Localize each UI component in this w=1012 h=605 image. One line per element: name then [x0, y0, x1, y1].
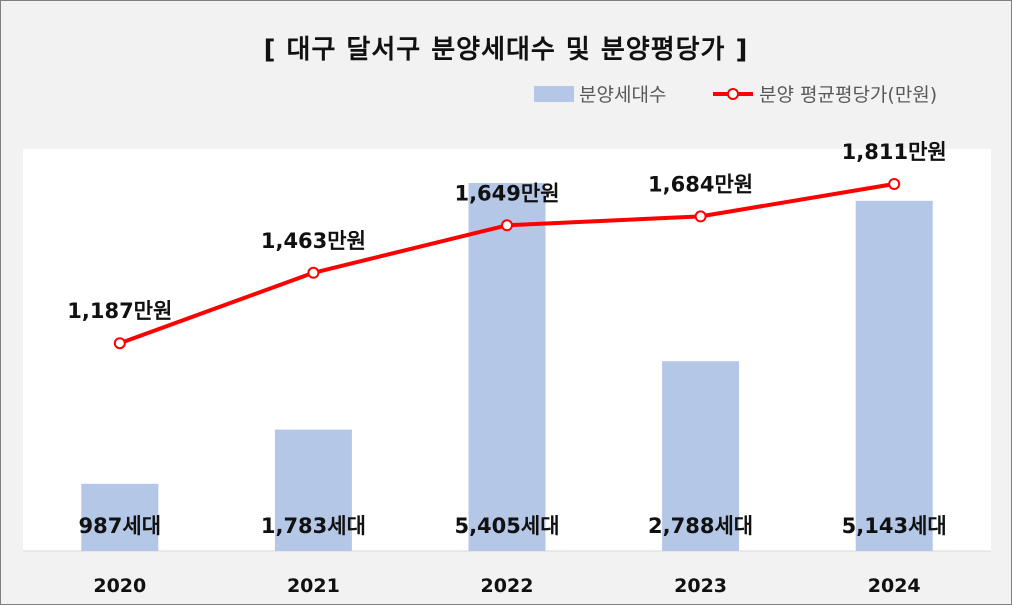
- legend-bar-label: 분양세대수: [579, 84, 666, 106]
- price-label-2024: 1,811만원: [842, 140, 947, 164]
- price-label-2022: 1,649만원: [454, 181, 559, 205]
- price-point-2021: [308, 268, 318, 278]
- price-point-2023: [696, 211, 706, 221]
- bar-label-2021: 1,783세대: [261, 514, 366, 538]
- x-tick-2023: 2023: [674, 575, 727, 597]
- price-label-2021: 1,463만원: [261, 229, 366, 253]
- bar-2024: [856, 201, 933, 551]
- x-tick-2022: 2022: [481, 575, 534, 597]
- bar-label-2024: 5,143세대: [842, 514, 947, 538]
- price-label-2023: 1,684만원: [648, 172, 753, 196]
- bar-2022: [469, 183, 546, 551]
- x-tick-2024: 2024: [868, 575, 921, 597]
- legend-bar-swatch: [534, 86, 574, 102]
- price-label-2020: 1,187만원: [67, 299, 172, 323]
- bar-label-2020: 987세대: [79, 514, 161, 538]
- price-point-2020: [115, 338, 125, 348]
- legend-line-label: 분양 평균평당가(만원): [759, 84, 937, 106]
- legend: 분양세대수 분양 평균평당가(만원): [534, 84, 937, 106]
- legend-line-marker: [728, 89, 738, 99]
- price-point-2024: [889, 179, 899, 189]
- price-point-2022: [502, 220, 512, 230]
- bar-label-2023: 2,788세대: [648, 514, 753, 538]
- bar-label-2022: 5,405세대: [454, 514, 559, 538]
- x-tick-2020: 2020: [93, 575, 146, 597]
- x-tick-2021: 2021: [287, 575, 340, 597]
